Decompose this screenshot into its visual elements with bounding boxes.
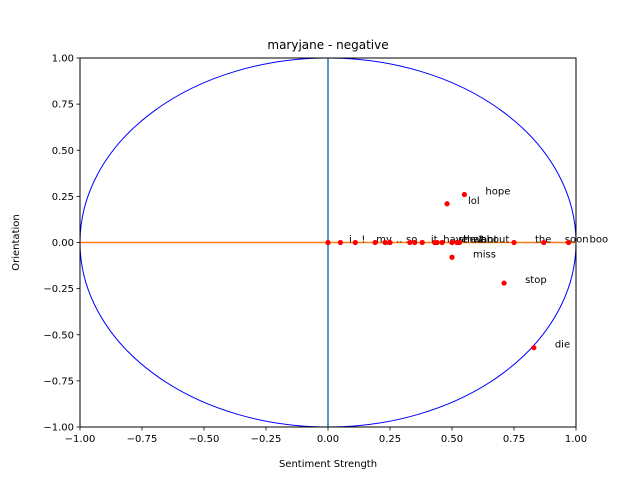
y-tick-label: −0.50 [43,330,74,341]
data-point [439,239,445,246]
data-point [541,239,547,246]
chart-title: maryjane - negative [267,38,388,52]
y-tick-label: 0.75 [52,100,74,111]
y-tick-label: −0.25 [43,284,74,295]
y-tick-label: 0.50 [52,146,74,157]
data-point [412,239,418,246]
y-tick-label: 0.00 [52,238,74,249]
x-tick-label: −1.00 [65,434,96,445]
x-axis-label: Sentiment Strength [279,459,377,470]
data-point-label: boo [590,235,609,246]
data-point [461,191,467,198]
data-point-label: have [443,235,468,246]
data-point [407,239,413,246]
y-tick-label: −0.75 [43,376,74,387]
y-axis: 1.00 0.75 0.50 0.25 0.00 −0.25 −0.50 −0.75 −1.00 [43,54,80,434]
x-tick-label: −0.50 [189,434,220,445]
data-point [337,239,343,246]
y-tick-label: 1.00 [52,54,74,65]
data-point [352,239,358,246]
x-tick-label: 0.25 [379,434,401,445]
data-point-label: ! [361,235,365,246]
data-point-label: that [463,235,483,246]
data-point-label: about [480,235,509,246]
x-tick-label: 0.50 [441,434,463,445]
x-tick-label: 0.00 [317,434,339,445]
x-tick-label: −0.75 [127,434,158,445]
data-point [501,280,507,286]
data-point-label: miss [473,249,496,260]
data-point [419,239,425,246]
x-tick-label: −0.25 [251,434,282,445]
y-axis-label: Orientation [11,214,22,270]
data-point-label: lol [468,196,480,207]
y-tick-label: 0.25 [52,192,74,203]
data-point-label: hope [485,187,510,198]
data-point [372,239,378,246]
x-tick-label: 0.75 [503,434,525,445]
data-point [382,239,388,246]
data-point [531,345,537,351]
data-point [449,254,455,260]
data-point [449,239,455,246]
data-point-label: 2 [478,235,484,246]
x-tick-label: 1.00 [565,434,587,445]
x-axis: −1.00 −0.75 −0.50 −0.25 0.00 0.25 0.50 0.75 1.00 [65,427,587,445]
data-point [511,239,517,246]
data-point-label: soon [565,235,589,246]
data-point [387,239,393,246]
data-point-label: she [458,235,476,246]
data-point-label: stop [525,275,547,286]
data-point-label: so [406,235,417,246]
data-point-label: want [473,235,498,246]
data-point [444,201,450,207]
plot-area: i!my..soithaveshethatwant2aboutthesoonbo… [79,57,609,428]
data-point [565,239,572,246]
y-tick-label: −1.00 [43,423,74,434]
data-point [456,239,463,246]
data-point-label: my [376,235,392,246]
data-point [325,239,331,246]
data-point-label: die [555,340,570,351]
data-point-label: .. [396,235,402,246]
data-point [434,239,440,246]
data-point-label: i [349,235,352,246]
